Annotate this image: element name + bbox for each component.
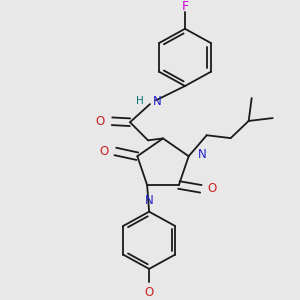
Text: N: N: [145, 194, 154, 207]
Text: O: O: [145, 286, 154, 299]
Text: O: O: [208, 182, 217, 195]
Text: N: N: [153, 95, 162, 108]
Text: O: O: [96, 115, 105, 128]
Text: H: H: [136, 96, 144, 106]
Text: N: N: [198, 148, 206, 161]
Text: F: F: [182, 0, 189, 14]
Text: O: O: [99, 145, 108, 158]
